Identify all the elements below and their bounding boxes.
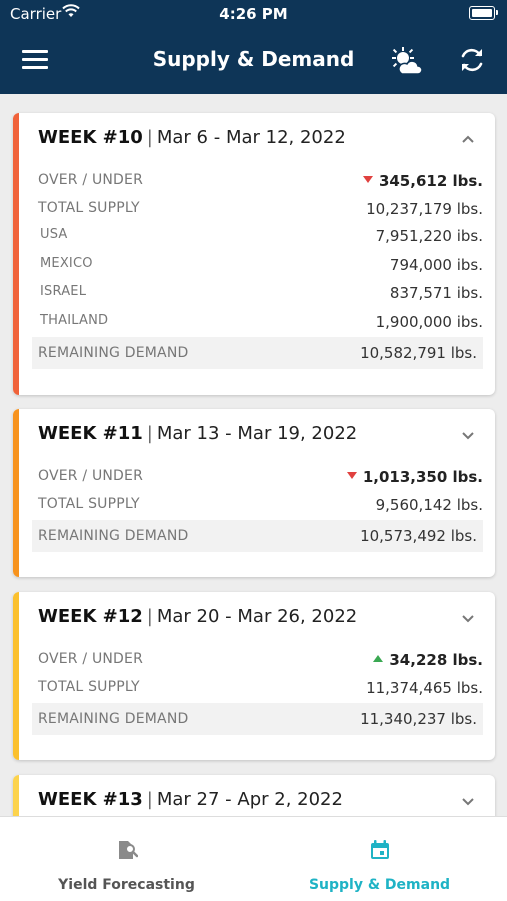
tab-supply-demand[interactable]: Supply & Demand [253,817,506,901]
over-under-label: OVER / UNDER [38,172,144,188]
week-header[interactable]: WEEK #13 | Mar 27 - Apr 2, 2022 [38,789,343,810]
over-under-value: 345,612 lbs. [362,172,483,190]
chevron-down-icon[interactable] [461,793,475,807]
separator: | [146,127,153,148]
total-supply-label: TOTAL SUPPLY [38,200,140,216]
chevron-down-icon[interactable] [461,427,475,441]
week-card[interactable]: WEEK #13 | Mar 27 - Apr 2, 2022 [13,775,495,816]
total-supply-row: TOTAL SUPPLY 9,560,142 lbs. [38,492,483,518]
week-accent-bar [13,592,19,760]
source-value: 837,571 ibs. [389,284,483,302]
week-header[interactable]: WEEK #12 | Mar 20 - Mar 26, 2022 [38,606,357,627]
total-supply-label: TOTAL SUPPLY [38,679,140,695]
over-under-value: 1,013,350 lbs. [346,468,483,486]
battery-icon [469,6,498,20]
chevron-up-icon[interactable] [461,131,475,145]
source-label: ISRAEL [40,284,87,299]
source-label: USA [40,227,68,242]
source-row: THAILAND 1,900,000 ibs. [38,309,483,335]
hamburger-menu-icon[interactable] [22,50,48,70]
week-number: WEEK #11 [38,423,143,444]
remaining-demand-label: REMAINING DEMAND [38,711,189,727]
source-row: MEXICO 794,000 ibs. [38,252,483,278]
status-time: 4:26 PM [219,5,288,23]
week-header[interactable]: WEEK #10 | Mar 6 - Mar 12, 2022 [38,127,346,148]
source-label: THAILAND [40,313,109,328]
down-arrow-icon [346,472,357,479]
week-header[interactable]: WEEK #11 | Mar 13 - Mar 19, 2022 [38,423,357,444]
remaining-demand-label: REMAINING DEMAND [38,345,189,361]
week-dates: Mar 20 - Mar 26, 2022 [156,606,358,627]
total-supply-label: TOTAL SUPPLY [38,496,140,512]
week-number: WEEK #12 [38,606,143,627]
over-under-label: OVER / UNDER [38,468,144,484]
source-value: 1,900,000 ibs. [375,313,483,331]
over-under-row: OVER / UNDER 34,228 lbs. [38,647,483,673]
source-row: USA 7,951,220 ibs. [38,223,483,249]
remaining-demand-row: REMAINING DEMAND 10,573,492 lbs. [32,520,483,552]
over-under-amount: 34,228 lbs. [389,651,483,669]
over-under-row: OVER / UNDER 345,612 lbs. [38,168,483,194]
tab-bar: Yield Forecasting Supply & Demand [0,816,507,901]
week-number: WEEK #13 [38,789,143,810]
over-under-row: OVER / UNDER 1,013,350 lbs. [38,464,483,490]
chevron-down-icon[interactable] [461,610,475,624]
document-search-icon [0,839,253,865]
carrier-label: Carrier [10,5,62,23]
refresh-icon[interactable] [458,46,488,76]
calendar-icon [253,839,506,865]
total-supply-value: 9,560,142 lbs. [375,496,483,514]
over-under-label: OVER / UNDER [38,651,144,667]
week-number: WEEK #10 [38,127,143,148]
cloud-sun-icon[interactable] [390,46,423,76]
source-value: 7,951,220 ibs. [375,227,483,245]
week-dates: Mar 27 - Apr 2, 2022 [156,789,343,810]
total-supply-row: TOTAL SUPPLY 10,237,179 lbs. [38,196,483,222]
app-header: Carrier 4:26 PM Supply & Demand [0,0,507,94]
over-under-value: 34,228 lbs. [373,651,483,669]
up-arrow-icon [373,655,384,662]
tab-label: Yield Forecasting [58,877,195,893]
remaining-demand-row: REMAINING DEMAND 11,340,237 lbs. [32,703,483,735]
remaining-demand-value: 11,340,237 lbs. [360,710,477,728]
total-supply-value: 10,237,179 lbs. [366,200,483,218]
week-card[interactable]: WEEK #12 | Mar 20 - Mar 26, 2022 OVER / UN… [13,592,495,760]
week-accent-bar [13,113,19,395]
source-row: ISRAEL 837,571 ibs. [38,280,483,306]
tab-label: Supply & Demand [308,877,451,893]
week-card[interactable]: WEEK #11 | Mar 13 - Mar 19, 2022 OVER / UN… [13,409,495,577]
separator: | [146,423,153,444]
remaining-demand-value: 10,573,492 lbs. [360,527,477,545]
week-dates: Mar 6 - Mar 12, 2022 [156,127,346,148]
total-supply-value: 11,374,465 lbs. [366,679,483,697]
source-label: MEXICO [40,256,93,271]
week-accent-bar [13,775,19,816]
remaining-demand-value: 10,582,791 lbs. [360,344,477,362]
week-card[interactable]: WEEK #10 | Mar 6 - Mar 12, 2022 OVER / UND… [13,113,495,395]
page-title: Supply & Demand [152,47,355,71]
tab-yield-forecasting[interactable]: Yield Forecasting [0,817,253,901]
total-supply-row: TOTAL SUPPLY 11,374,465 lbs. [38,675,483,701]
week-accent-bar [13,409,19,577]
source-value: 794,000 ibs. [389,256,483,274]
week-dates: Mar 13 - Mar 19, 2022 [156,423,358,444]
over-under-amount: 345,612 lbs. [378,172,483,190]
separator: | [146,606,153,627]
weeks-list: WEEK #10 | Mar 6 - Mar 12, 2022 OVER / UND… [0,94,507,816]
down-arrow-icon [362,176,373,183]
remaining-demand-row: REMAINING DEMAND 10,582,791 lbs. [32,337,483,369]
remaining-demand-label: REMAINING DEMAND [38,528,189,544]
wifi-icon [62,4,80,22]
over-under-amount: 1,013,350 lbs. [362,468,483,486]
status-bar: Carrier 4:26 PM [0,0,507,28]
separator: | [146,789,153,810]
